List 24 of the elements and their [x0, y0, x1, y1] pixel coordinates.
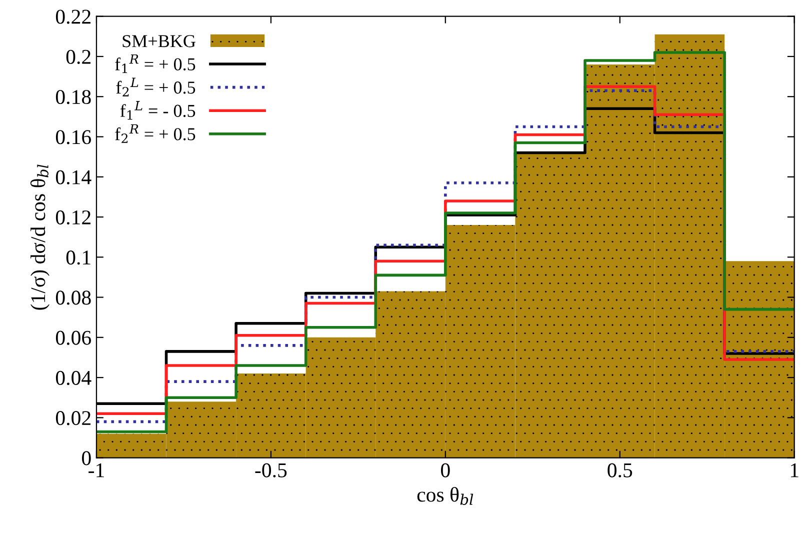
x-tick-label: -0.5 [255, 463, 287, 478]
y-tick-label: 0.2 [66, 50, 90, 64]
legend-label: f$_{2}$$^{L}$ = + 0.5 [116, 78, 196, 96]
y-axis-title: (1/σ) dσ/d cos θ$_{bl}$ [30, 164, 50, 310]
legend-label: f$_{1}$$^{R}$ = + 0.5 [115, 54, 196, 74]
x-tick-label: 1 [790, 463, 798, 478]
y-tick-label: 0.14 [56, 170, 92, 184]
y-tick-label: 0.08 [56, 290, 91, 305]
x-tick-label: 0 [441, 463, 450, 478]
x-tick-label: -1 [88, 463, 104, 478]
y-tick-label: 0.06 [56, 330, 91, 345]
legend-label: f$_{1}$$^{L}$ = - 0.5 [120, 101, 196, 120]
legend-label: f$_{2}$$^{R}$ = + 0.5 [115, 124, 196, 143]
x-axis-title: cos θ$_{bl}$ [417, 486, 474, 505]
y-tick-label: 0.18 [56, 90, 91, 104]
y-tick-label: 0 [82, 451, 91, 466]
y-tick-label: 0.04 [56, 370, 92, 386]
y-tick-label: 0.02 [56, 411, 90, 426]
x-tick-label: 0.5 [608, 463, 632, 478]
y-tick-label: 0.12 [56, 210, 90, 225]
legend-label: SM+BKG [122, 35, 196, 48]
y-tick-label: 0.16 [56, 130, 91, 144]
y-tick-label: 0.1 [66, 250, 90, 265]
y-tick-label: 0.22 [56, 10, 90, 24]
